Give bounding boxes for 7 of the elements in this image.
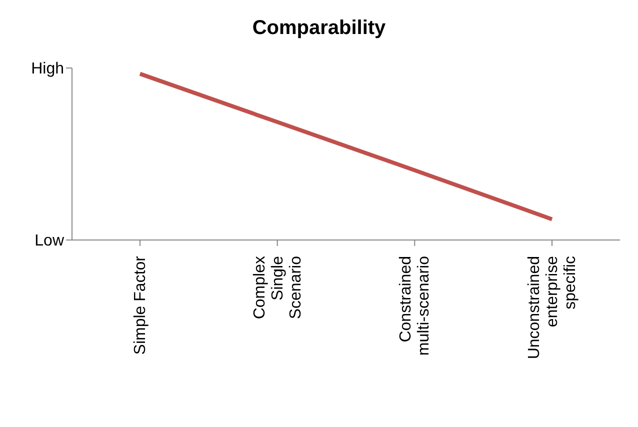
chart-title: Comparability <box>251 16 387 41</box>
x-tick-label: Simple Factor <box>132 255 149 355</box>
x-tick-label: Constrained multi-scenario <box>398 256 433 356</box>
x-tick-label: Complex Single Scenario <box>251 256 304 320</box>
text: High <box>31 60 64 78</box>
text: Low <box>34 232 64 250</box>
x-tick-label: Unconstrained enterprise specific <box>526 256 579 360</box>
